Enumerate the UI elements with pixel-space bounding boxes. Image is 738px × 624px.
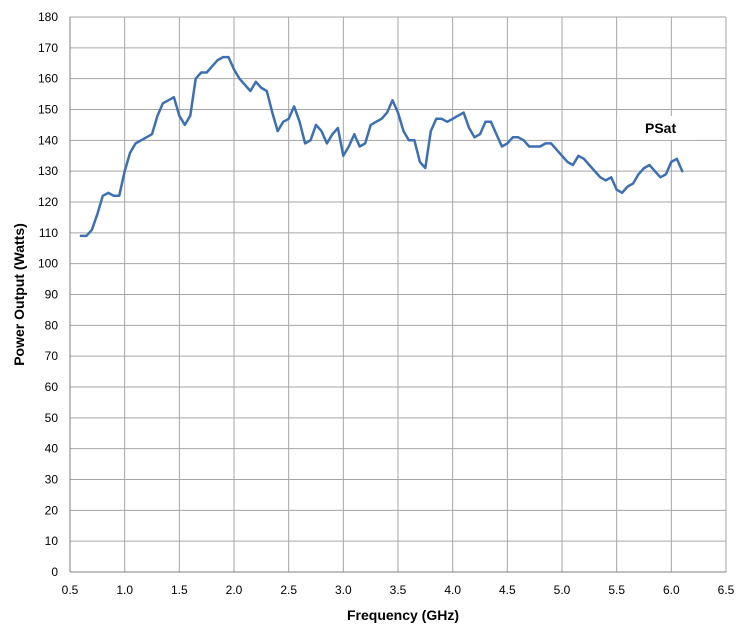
x-tick-label: 5.0 bbox=[554, 583, 571, 597]
y-tick-label: 160 bbox=[38, 72, 58, 86]
y-tick-label: 140 bbox=[38, 133, 58, 147]
psat-annotation: PSat bbox=[645, 120, 676, 136]
y-tick-label: 120 bbox=[38, 195, 58, 209]
y-tick-label: 60 bbox=[45, 380, 59, 394]
y-tick-label: 80 bbox=[45, 318, 59, 332]
y-tick-label: 20 bbox=[45, 503, 59, 517]
annotation-background bbox=[617, 116, 697, 140]
y-axis-title: Power Output (Watts) bbox=[11, 223, 27, 366]
y-tick-label: 30 bbox=[45, 473, 59, 487]
x-tick-label: 3.0 bbox=[335, 583, 352, 597]
x-tick-label: 0.5 bbox=[62, 583, 79, 597]
x-tick-label: 6.0 bbox=[663, 583, 680, 597]
y-tick-label: 10 bbox=[45, 534, 59, 548]
x-tick-label: 3.5 bbox=[390, 583, 407, 597]
y-tick-label: 90 bbox=[45, 288, 59, 302]
y-tick-label: 110 bbox=[39, 226, 58, 240]
y-tick-label: 40 bbox=[45, 442, 59, 456]
y-tick-label: 130 bbox=[38, 164, 58, 178]
x-tick-label: 4.5 bbox=[499, 583, 516, 597]
y-tick-label: 150 bbox=[38, 103, 58, 117]
y-tick-label: 170 bbox=[38, 41, 58, 55]
x-tick-label: 2.0 bbox=[226, 583, 243, 597]
x-tick-label: 2.5 bbox=[280, 583, 297, 597]
x-tick-label: 1.0 bbox=[116, 583, 133, 597]
x-tick-label: 5.5 bbox=[608, 583, 625, 597]
y-tick-label: 70 bbox=[45, 349, 59, 363]
x-tick-labels: 0.5 1.0 1.5 2.0 2.5 3.0 3.5 4.0 4.5 5.0 5.5 6.0 6.5 bbox=[62, 583, 735, 597]
x-tick-label: 6.5 bbox=[718, 583, 735, 597]
y-tick-label: 180 bbox=[38, 10, 58, 24]
y-tick-labels: 0 10 20 30 40 50 60 70 80 90 100 110 120 130 140 150 160… bbox=[38, 10, 58, 579]
y-tick-label: 0 bbox=[51, 565, 58, 579]
x-tick-label: 1.5 bbox=[171, 583, 188, 597]
y-tick-label: 100 bbox=[38, 257, 58, 271]
psat-series-line bbox=[79, 55, 684, 238]
x-tick-label: 4.0 bbox=[444, 583, 461, 597]
y-tick-label: 50 bbox=[45, 411, 59, 425]
x-axis-title: Frequency (GHz) bbox=[347, 607, 459, 623]
gridlines bbox=[69, 16, 727, 573]
